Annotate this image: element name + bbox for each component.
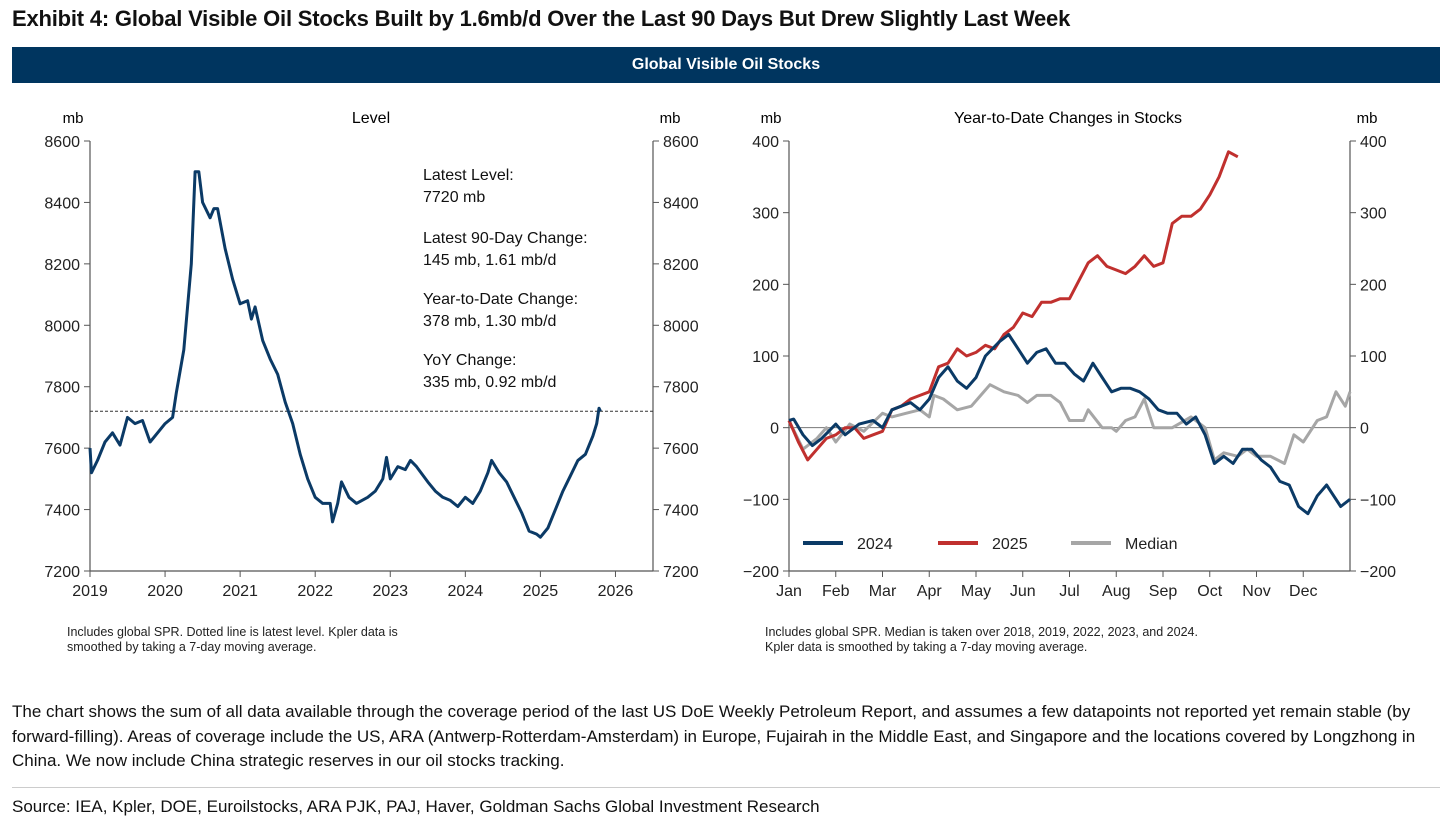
y-tick-label-right: 100	[1360, 349, 1387, 366]
y-tick-label-right: 7600	[663, 441, 699, 458]
y-tick-label-right: 400	[1360, 134, 1387, 151]
x-tick-label: Nov	[1242, 583, 1270, 600]
series-line-global-visible-oil-stocks	[88, 170, 602, 539]
y-tick-label-right: 7800	[663, 380, 699, 397]
charts-canvas: Level mb mb Year-to-Date Changes in Stoc…	[44, 110, 1396, 600]
x-tick-label: Apr	[917, 583, 943, 600]
x-tick-label: Sep	[1149, 583, 1178, 600]
y-tick-label-right: 0	[1360, 421, 1369, 438]
right-footnote-line: Includes global SPR. Median is taken ove…	[765, 625, 1198, 639]
y-tick-label-left: 8200	[44, 257, 80, 274]
y-tick-label-right: 8200	[663, 257, 699, 274]
annotation-label: Year-to-Date Change:	[423, 291, 578, 308]
y-tick-label-left: 200	[752, 277, 779, 294]
y-tick-label-left: 400	[752, 134, 779, 151]
legend-label-2025: 2025	[992, 536, 1028, 553]
x-tick-label: Feb	[822, 583, 850, 600]
annotation-value: 145 mb, 1.61 mb/d	[423, 252, 556, 269]
series-line-median	[787, 383, 1352, 465]
source-note: Source: IEA, Kpler, DOE, Euroilstocks, A…	[12, 797, 820, 816]
x-tick-label: Jan	[776, 583, 802, 600]
right-footnote-line: Kpler data is smoothed by taking a 7-day…	[765, 640, 1088, 654]
description-paragraph: The chart shows the sum of all data avai…	[12, 702, 1416, 770]
y-tick-label-left: 0	[770, 421, 779, 438]
y-tick-label-left: 7800	[44, 380, 80, 397]
divider	[12, 787, 1440, 788]
right-y-unit-left: mb	[761, 110, 782, 127]
x-tick-label: Mar	[869, 583, 897, 600]
x-tick-label: Aug	[1102, 583, 1130, 600]
y-tick-label-left: 7600	[44, 441, 80, 458]
left-footnote-line: Includes global SPR. Dotted line is late…	[67, 625, 398, 639]
chart-banner: Global Visible Oil Stocks	[12, 47, 1440, 83]
right-footnote: Includes global SPR. Median is taken ove…	[765, 625, 1198, 655]
y-tick-label-right: 8600	[663, 134, 699, 151]
y-tick-label-left: 7200	[44, 564, 80, 581]
x-tick-label: 2024	[448, 583, 484, 600]
ytd-chart: −200 −200 −100 −100 0 0 100 100 200 200 300 300 400 4…	[743, 134, 1396, 600]
right-chart-title: Year-to-Date Changes in Stocks	[954, 110, 1182, 127]
y-tick-label-left: 8400	[44, 195, 80, 212]
legend-label-median: Median	[1125, 536, 1177, 553]
x-tick-label: Jun	[1010, 583, 1036, 600]
legend-label-2024: 2024	[857, 536, 893, 553]
y-tick-label-right: 7400	[663, 503, 699, 520]
y-tick-label-left: 100	[752, 349, 779, 366]
exhibit-title: Exhibit 4: Global Visible Oil Stocks Bui…	[12, 6, 1071, 31]
x-tick-label: 2020	[147, 583, 183, 600]
y-tick-label-left: −200	[743, 564, 779, 581]
left-footnote: Includes global SPR. Dotted line is late…	[67, 625, 398, 655]
left-y-unit-right: mb	[660, 110, 681, 127]
y-tick-label-left: 300	[752, 206, 779, 223]
series-line-2024	[788, 333, 1351, 516]
annotation-value: 7720 mb	[423, 189, 485, 206]
y-tick-label-left: −100	[743, 492, 779, 509]
right-y-unit-right: mb	[1357, 110, 1378, 127]
annotation-label: Latest 90-Day Change:	[423, 230, 588, 247]
annotation-value: 378 mb, 1.30 mb/d	[423, 313, 556, 330]
left-footnote-line: smoothed by taking a 7-day moving averag…	[67, 640, 317, 654]
x-tick-label: 2023	[372, 583, 408, 600]
y-tick-label-right: −100	[1360, 492, 1396, 509]
x-tick-label: 2022	[297, 583, 333, 600]
x-tick-label: Dec	[1289, 583, 1317, 600]
x-tick-label: Oct	[1197, 583, 1222, 600]
y-tick-label-right: 8000	[663, 318, 699, 335]
x-tick-label: 2021	[222, 583, 258, 600]
annotation-value: 335 mb, 0.92 mb/d	[423, 374, 556, 391]
y-tick-label-right: 300	[1360, 206, 1387, 223]
left-chart-title: Level	[352, 110, 390, 127]
x-tick-label: 2026	[598, 583, 634, 600]
y-tick-label-right: 7200	[663, 564, 699, 581]
banner-title: Global Visible Oil Stocks	[631, 56, 821, 73]
y-tick-label-right: −200	[1360, 564, 1396, 581]
annotation-label: Latest Level:	[423, 167, 514, 184]
x-tick-label: 2019	[72, 583, 108, 600]
x-tick-label: 2025	[523, 583, 559, 600]
left-y-unit-left: mb	[63, 110, 84, 127]
x-tick-label: May	[961, 583, 991, 600]
annotation-label: YoY Change:	[423, 352, 516, 369]
x-tick-label: Jul	[1059, 583, 1079, 600]
y-tick-label-right: 200	[1360, 277, 1387, 294]
y-tick-label-left: 7400	[44, 503, 80, 520]
y-tick-label-left: 8600	[44, 134, 80, 151]
y-tick-label-right: 8400	[663, 195, 699, 212]
level-chart: 7200 7200 7400 7400 7600 7600 7800 7800 8000 8000…	[44, 134, 698, 600]
y-tick-label-left: 8000	[44, 318, 80, 335]
series-line-2025	[787, 150, 1239, 462]
